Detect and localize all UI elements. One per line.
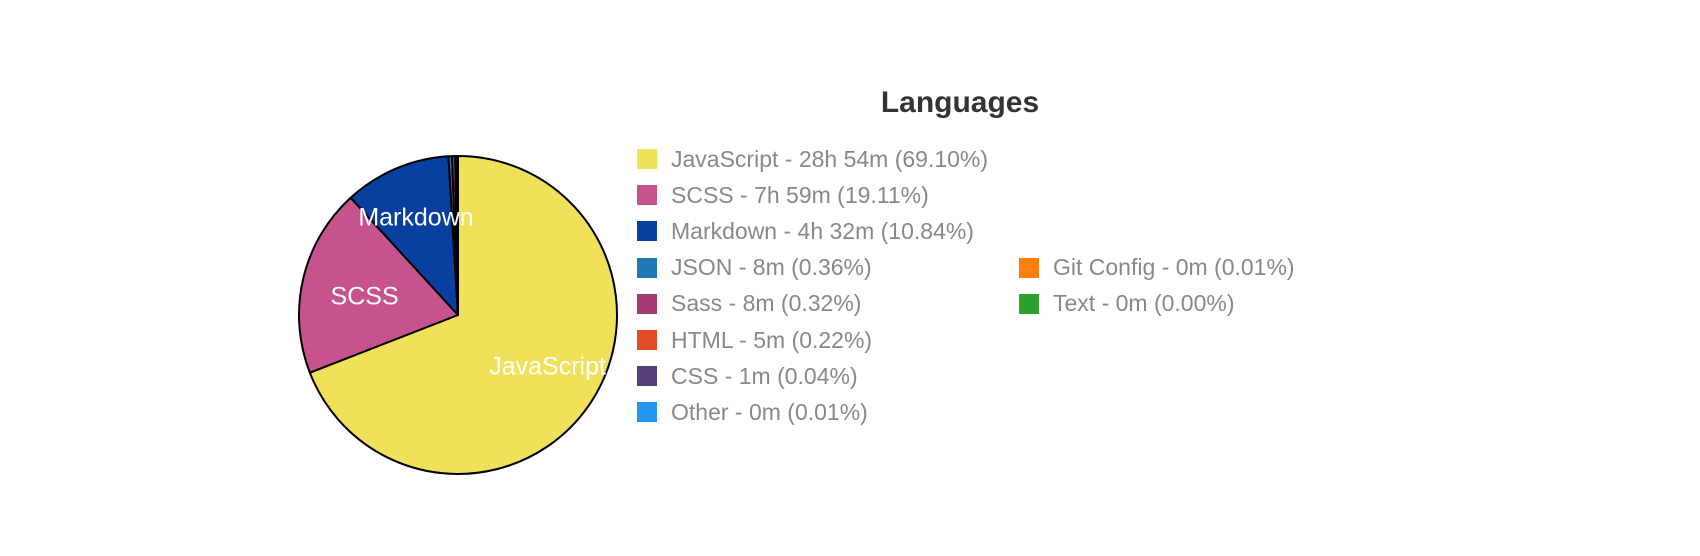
pie-slice-javascript — [308, 155, 618, 475]
legend-label: Text - 0m (0.00%) — [1053, 290, 1235, 317]
legend-item-html: HTML - 5m (0.22%) — [637, 325, 872, 355]
legend-label: Other - 0m (0.01%) — [671, 398, 868, 425]
legend-item-scss: SCSS - 7h 59m (19.11%) — [637, 180, 929, 210]
legend-swatch — [1019, 257, 1039, 278]
legend-label: SCSS - 7h 59m (19.11%) — [671, 181, 929, 208]
legend-label: JavaScript - 28h 54m (69.10%) — [671, 145, 989, 172]
legend-swatch — [637, 149, 657, 169]
legend-item-other: Other - 0m (0.01%) — [637, 397, 868, 427]
pie-slices — [298, 154, 618, 475]
legend-item-text: Text - 0m (0.00%) — [1019, 289, 1235, 319]
legend-swatch — [637, 366, 657, 387]
legend-label: CSS - 1m (0.04%) — [671, 362, 858, 389]
legend-item-json: JSON - 8m (0.36%) — [637, 253, 872, 283]
slice-label-scss: SCSS — [331, 283, 399, 311]
legend-item-javascript: JavaScript - 28h 54m (69.10%) — [637, 144, 988, 174]
slice-label-markdown: Markdown — [358, 203, 473, 231]
legend-label: JSON - 8m (0.36%) — [671, 254, 872, 281]
legend-swatch — [1019, 293, 1039, 314]
legend-label: Sass - 8m (0.32%) — [671, 290, 862, 317]
legend-label: HTML - 5m (0.22%) — [671, 326, 873, 353]
legend-item-markdown: Markdown - 4h 32m (10.84%) — [637, 216, 974, 246]
legend-label: Git Config - 0m (0.01%) — [1053, 254, 1295, 281]
legend-swatch — [637, 185, 657, 206]
legend-swatch — [637, 330, 657, 350]
legend-label: Markdown - 4h 32m (10.84%) — [671, 217, 974, 244]
pie-labels: JavaScript SCSS Markdown — [331, 203, 606, 380]
legend-item-css: CSS - 1m (0.04%) — [637, 361, 858, 391]
slice-label-javascript: JavaScript — [489, 353, 606, 381]
legend-swatch — [637, 293, 657, 314]
pie-slice-markdown — [349, 155, 459, 316]
legend-item-git-config: Git Config - 0m (0.01%) — [1019, 253, 1295, 283]
legend-swatch — [637, 402, 657, 423]
pie-slice-scss — [298, 196, 459, 374]
chart-title: Languages — [880, 86, 1040, 119]
legend-swatch — [637, 257, 657, 278]
legend-swatch — [637, 221, 657, 242]
legend-item-sass: Sass - 8m (0.32%) — [637, 289, 861, 319]
